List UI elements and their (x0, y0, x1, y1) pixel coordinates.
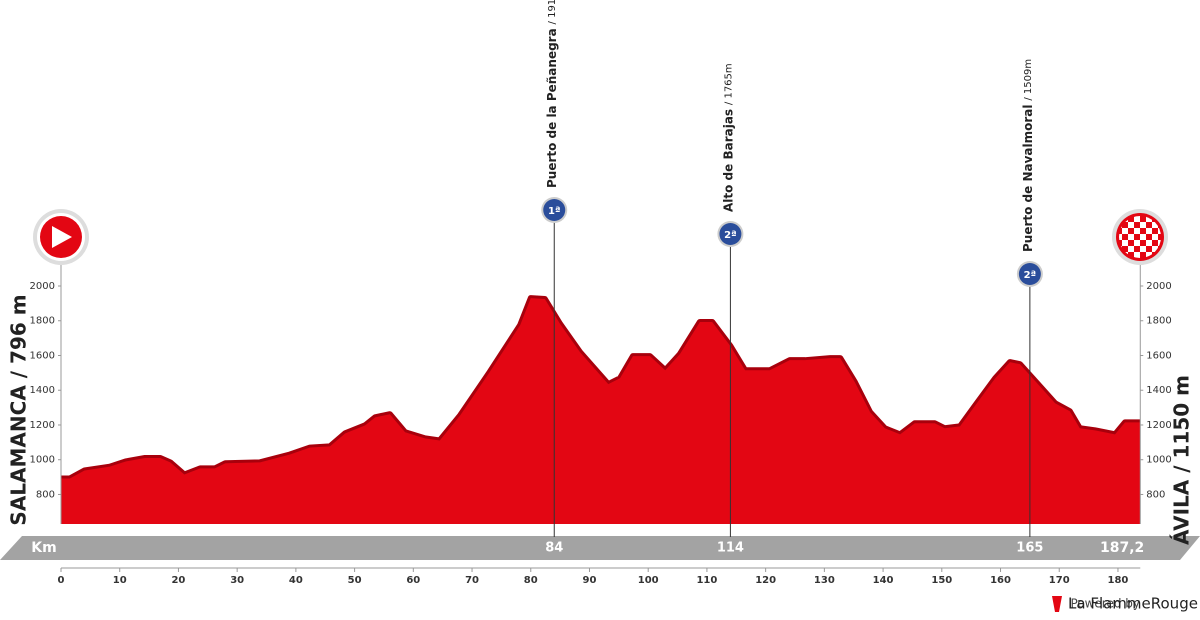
climb-name: Alto de Barajas (721, 109, 735, 212)
climb-category: 1ª (548, 206, 561, 217)
climb-altitude: / 1509m (1023, 59, 1034, 101)
y-tick-label: 800 (36, 489, 55, 500)
climb-km: 165 (1016, 541, 1043, 556)
x-tick-label: 130 (814, 575, 835, 586)
x-tick-label: 40 (289, 575, 303, 586)
climb-altitude: / 1765m (723, 63, 734, 105)
start-icon (33, 209, 89, 265)
climb-name: Puerto de Navalmoral (1020, 104, 1034, 252)
y-tick-label: 1200 (1146, 420, 1171, 431)
climb-label: Puerto de Navalmoral / 1509m (1020, 59, 1034, 252)
y-tick-label: 1000 (1146, 455, 1171, 466)
x-tick-label: 0 (58, 575, 65, 586)
climb-label: Puerto de la Peñanegra / 1910m (545, 0, 559, 188)
brand: La FlammeRouge (1068, 595, 1198, 613)
x-tick-label: 120 (755, 575, 776, 586)
climb-km: 84 (545, 541, 563, 556)
x-tick-label: 160 (990, 575, 1011, 586)
x-tick-label: 90 (583, 575, 597, 586)
distance-band (0, 536, 1200, 560)
climb-category: 2ª (724, 230, 737, 241)
y-tick-label: 2000 (1146, 281, 1171, 292)
total-distance: 187,2 (1100, 540, 1144, 556)
x-tick-label: 150 (931, 575, 952, 586)
climb-icon (543, 199, 566, 221)
y-tick-label: 1000 (30, 455, 55, 466)
x-tick-label: 170 (1049, 575, 1070, 586)
profile-area (61, 298, 1141, 524)
x-tick-label: 50 (348, 575, 362, 586)
y-tick-label: 800 (1146, 489, 1165, 500)
climb-label: Alto de Barajas / 1765m (721, 63, 735, 212)
y-tick-label: 1600 (1146, 350, 1171, 361)
x-tick-label: 10 (113, 575, 127, 586)
y-tick-label: 2000 (30, 281, 55, 292)
start-label: SALAMANCA / 796 m (7, 294, 31, 525)
finish-icon (1112, 209, 1168, 265)
y-tick-label: 1400 (30, 385, 55, 396)
y-tick-label: 1800 (1146, 316, 1171, 327)
brand-logo (1052, 596, 1062, 612)
x-tick-label: 80 (524, 575, 538, 586)
x-tick-label: 70 (465, 575, 479, 586)
climb-name: Puerto de la Peñanegra (545, 28, 559, 188)
y-tick-label: 1400 (1146, 385, 1171, 396)
powered-by: Powered by (1070, 597, 1140, 611)
x-tick-label: 30 (230, 575, 244, 586)
climb-altitude: / 1910m (547, 0, 558, 24)
climb-category: 2ª (1024, 270, 1037, 281)
finish-label: ÁVILA / 1150 m (1170, 375, 1194, 545)
x-tick-label: 140 (873, 575, 894, 586)
x-tick-label: 100 (638, 575, 659, 586)
climb-km: 114 (717, 541, 744, 556)
y-tick-label: 1200 (30, 420, 55, 431)
x-tick-label: 180 (1108, 575, 1129, 586)
y-tick-label: 1600 (30, 350, 55, 361)
climb-icon (719, 223, 742, 245)
x-tick-label: 20 (171, 575, 185, 586)
x-tick-label: 110 (696, 575, 717, 586)
distance-unit: Km (31, 540, 56, 556)
y-tick-label: 1800 (30, 316, 55, 327)
climb-icon (1018, 263, 1041, 285)
x-tick-label: 60 (406, 575, 420, 586)
